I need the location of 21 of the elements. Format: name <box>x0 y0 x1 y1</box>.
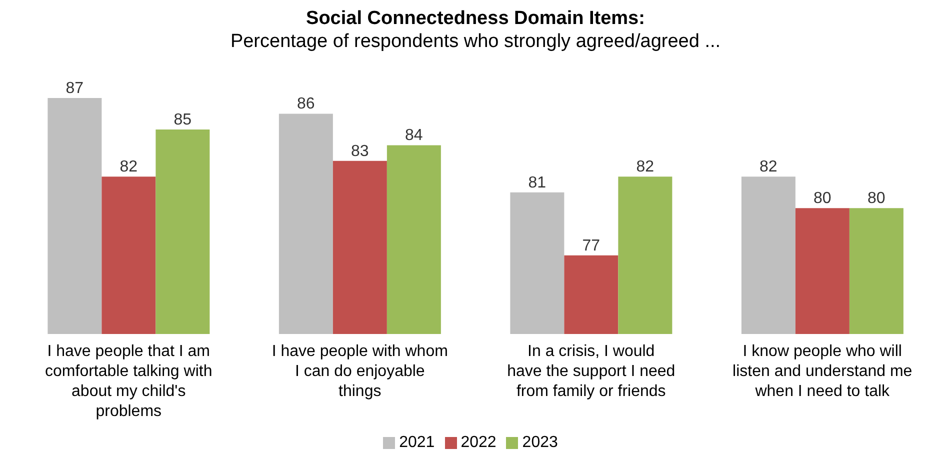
x-tick-label: I have people with whom I can do enjoyable things <box>272 343 448 400</box>
data-label: 82 <box>760 158 778 176</box>
x-tick-label: In a crisis, I would have the support I need from family or friends <box>507 343 676 400</box>
x-tick-label: I have people that I am comfortable talking with about my child's problems <box>45 343 212 420</box>
chart-title: Social Connectedness Domain Items: <box>305 8 646 30</box>
data-label: 84 <box>405 127 423 144</box>
data-label: 86 <box>297 96 315 113</box>
legend-label: 2023 <box>522 434 558 451</box>
legend-label: 2021 <box>399 434 435 451</box>
data-label: 80 <box>814 190 832 208</box>
chart-subtitle: Percentage of respondents who strongly agreed/agreed ... <box>229 30 722 54</box>
data-label: 82 <box>120 158 138 176</box>
data-label: 80 <box>868 190 886 208</box>
data-label: 77 <box>582 237 600 254</box>
data-label: 83 <box>351 142 369 160</box>
data-label: 85 <box>174 111 192 128</box>
data-label: 87 <box>66 80 84 97</box>
x-tick-label: I know people who will listen and understand me when I need to talk <box>732 343 912 400</box>
data-label: 82 <box>636 158 654 176</box>
legend-label: 2022 <box>460 434 496 451</box>
data-label: 81 <box>528 174 546 192</box>
